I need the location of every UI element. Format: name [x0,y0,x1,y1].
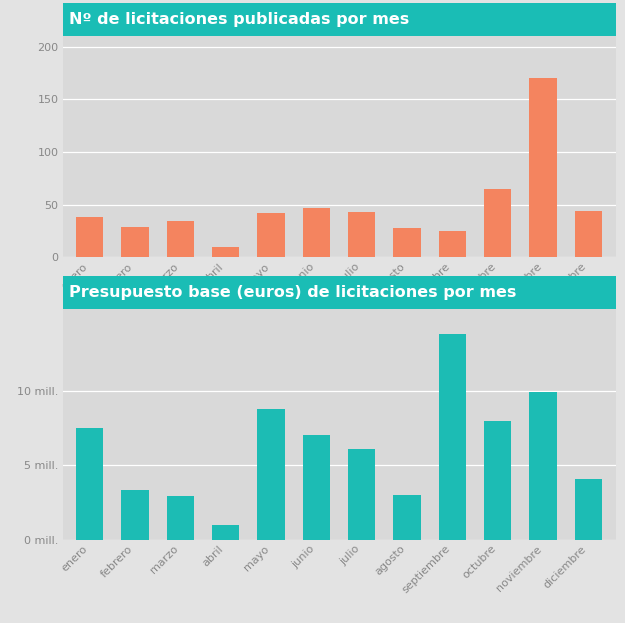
Bar [484,421,511,540]
Bar [302,208,330,257]
Bar [167,222,194,257]
Bar [439,231,466,257]
Bar [529,78,557,257]
Bar [212,247,239,257]
Bar [575,478,602,540]
Bar [212,525,239,540]
Bar [348,449,376,540]
Bar [394,228,421,257]
Bar [302,435,330,540]
Text: Presupuesto base (euros) de licitaciones por mes: Presupuesto base (euros) de licitaciones… [69,285,516,300]
Bar [348,212,376,257]
Bar [484,189,511,257]
Bar [258,213,284,257]
Bar [121,227,149,257]
Bar [121,490,149,540]
Bar [575,211,602,257]
Text: Nº de licitaciones publicadas por mes: Nº de licitaciones publicadas por mes [69,12,409,27]
Bar [394,495,421,540]
Bar [439,335,466,540]
Bar [529,392,557,540]
Bar [76,428,103,540]
Bar [167,497,194,540]
Bar [76,217,103,257]
Bar [258,409,284,540]
